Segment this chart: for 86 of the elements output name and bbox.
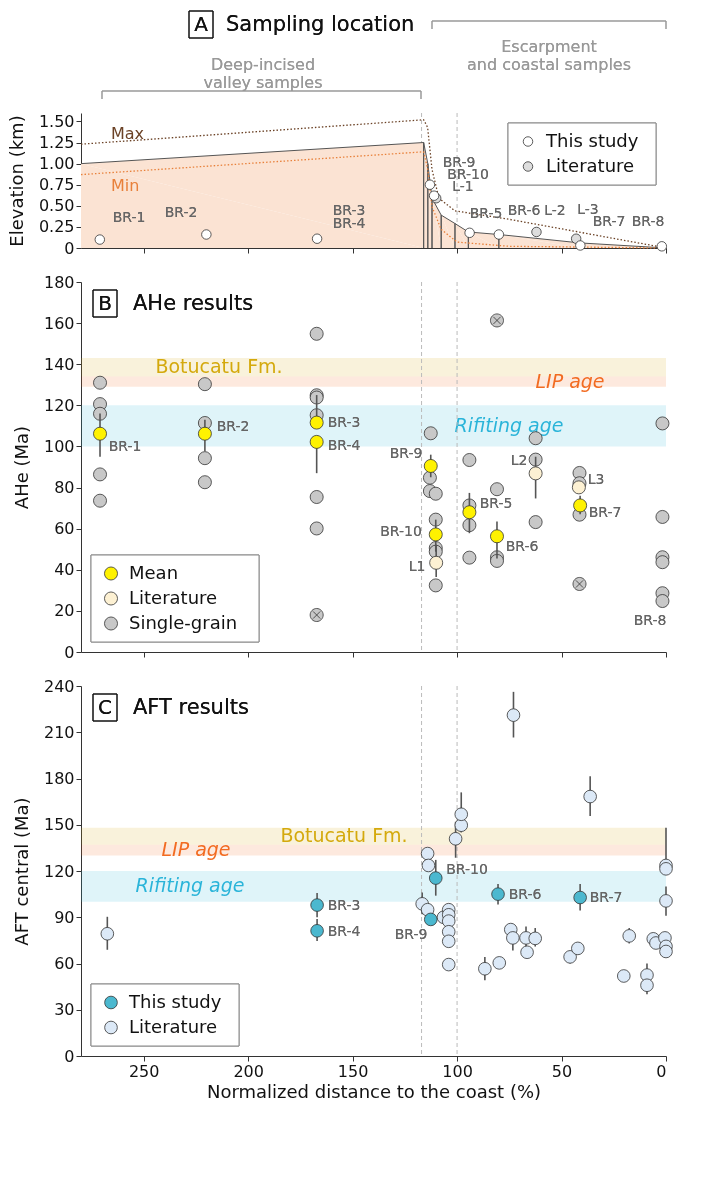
annotation: BR-2	[164, 204, 198, 220]
annotation: L-2	[544, 202, 566, 218]
annotation: BR-5	[479, 495, 513, 511]
text: Deep-incised valley samples	[203, 55, 323, 92]
y-axis-title: AFT central (Ma)	[10, 797, 32, 946]
annotation: BR-4	[327, 923, 361, 939]
y-tick-label: 180	[43, 769, 75, 788]
annotation: B	[98, 291, 112, 315]
annotation: C	[98, 695, 112, 719]
y-tick-label: 20	[54, 601, 75, 621]
y-tick-label: 120	[43, 861, 75, 881]
legend-label: Literature	[129, 1015, 218, 1037]
band-label: Botucatu Fm.	[155, 355, 283, 378]
chart-title: AFT results	[133, 695, 249, 719]
annotation: BR-4	[327, 437, 361, 453]
y-tick-label: 40	[54, 560, 75, 580]
y-tick-label: 0	[64, 238, 75, 258]
annotation: L2	[510, 452, 528, 468]
y-tick-label: 0	[64, 642, 75, 662]
annotation: BR-8	[633, 612, 667, 628]
annotation: BR-1	[112, 209, 146, 225]
y-tick-label: 1.50	[38, 111, 75, 131]
band-label: LIP age	[161, 838, 231, 861]
y-tick-label: 240	[43, 676, 75, 696]
annotation: BR-6	[507, 202, 541, 218]
annotation: BR-1	[108, 438, 142, 454]
legend-label: This study	[545, 129, 639, 151]
series-label: Max	[111, 124, 145, 144]
band-label: Botucatu Fm.	[280, 824, 408, 847]
annotation: BR-6	[505, 538, 539, 554]
band-label: LIP age	[535, 369, 605, 392]
annotation: BR-7	[589, 889, 623, 905]
band-label: Rifiting age	[135, 874, 245, 897]
annotation: BR-3	[332, 202, 366, 218]
legend-label: Mean	[129, 561, 179, 583]
x-tick-label: 200	[233, 1061, 264, 1081]
series-label: Min	[111, 175, 140, 195]
y-tick-label: 100	[43, 436, 75, 456]
y-axis-title: AHe (Ma)	[10, 425, 32, 510]
y-tick-label: 0.25	[38, 217, 75, 237]
y-tick-label: 90	[54, 907, 75, 927]
annotation: BR-3	[327, 414, 361, 430]
y-tick-label: 120	[43, 395, 75, 415]
annotation: BR-5	[469, 205, 503, 221]
y-tick-label: 60	[54, 954, 75, 973]
annotation: BR-10	[380, 523, 422, 539]
annotation: BR-4	[332, 215, 366, 231]
band-label: Rifiting age	[454, 413, 564, 436]
y-tick-label: 1.00	[38, 154, 75, 174]
legend-label: This study	[128, 990, 222, 1012]
x-tick-label: 100	[442, 1061, 473, 1081]
annotation: BR-6	[508, 886, 542, 902]
annotation: BR-10	[446, 861, 488, 877]
chart-title: AHe results	[133, 291, 254, 315]
text: A	[194, 12, 209, 36]
annotation: BR-8	[631, 213, 665, 229]
legend-label: Literature	[546, 154, 635, 176]
annotation: BR-2	[216, 418, 250, 434]
y-tick-label: 140	[43, 354, 75, 374]
y-tick-label: 180	[43, 272, 75, 292]
annotation: BR-9	[394, 926, 428, 942]
text: Escarpment and coastal samples	[466, 37, 632, 74]
y-tick-label: 30	[54, 1000, 75, 1020]
legend-label: Literature	[129, 586, 218, 608]
x-tick-label: 150	[337, 1061, 369, 1081]
x-axis-title: Normalized distance to the coast (%)	[206, 1080, 542, 1102]
legend-label: Single-grain	[129, 611, 238, 633]
chart-title: Sampling location	[226, 12, 415, 36]
x-tick-label: 250	[128, 1061, 160, 1081]
y-tick-label: 80	[54, 478, 75, 498]
y-tick-label: 0.50	[38, 196, 75, 216]
y-tick-label: 160	[43, 313, 75, 333]
y-tick-label: 1.25	[38, 133, 75, 153]
y-tick-label: 0	[64, 1046, 75, 1066]
y-axis-title: Elevation (km)	[5, 115, 27, 247]
annotation: L3	[587, 471, 605, 487]
x-tick-label: 50	[551, 1061, 573, 1081]
annotation: BR-7	[588, 504, 622, 520]
y-tick-label: 210	[43, 722, 75, 742]
annotation: L1	[408, 558, 426, 574]
y-tick-label: 150	[43, 815, 75, 835]
annotation: BR-9	[389, 445, 423, 461]
annotation: BR-3	[327, 897, 361, 913]
x-tick-label: 0	[656, 1061, 667, 1081]
y-tick-label: 0.75	[38, 175, 75, 195]
y-tick-label: 60	[54, 519, 75, 539]
